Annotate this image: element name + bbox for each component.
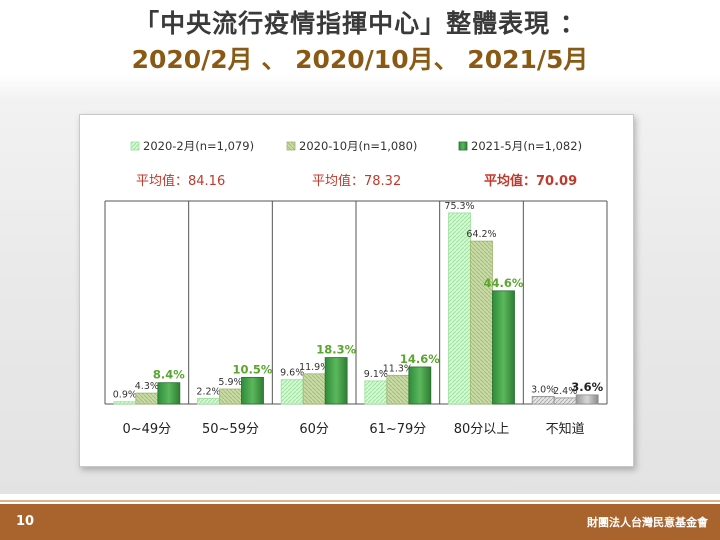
page-number: 10 [16,514,35,529]
bar-value-label: 75.3% [444,201,474,212]
bar-value-label: 3.6% [571,380,603,394]
bar-value-label: 64.2% [466,229,496,240]
bar [448,212,471,405]
bar [241,376,264,405]
bar [135,392,159,405]
plot-area: 0.9%4.3%8.4% 2.2%5.9%10.5% 9.6%11.9% 18.3% 9… [104,200,608,405]
legend-label: 2020-10月(n=1,080) [299,139,417,153]
bar-value-label: 11.3% [383,363,413,374]
bar [575,394,599,405]
x-axis-labels: 0~49分 50~59分 60分 61~79分 80分以上 不知道 [122,421,584,437]
bar [553,397,577,405]
bar-value-label: 11.9% [299,362,329,373]
bar-value-label: 10.5% [233,362,273,376]
legend-label: 2020-2月(n=1,079) [143,139,254,153]
bar-value-label: 14.6% [400,352,440,366]
chart-frame: 2020-2月(n=1,079) 2020-10月(n=1,080) 2021-5月… [79,114,634,467]
footer-divider [0,500,720,502]
legend-swatch [286,141,296,151]
x-tick-label: 50~59分 [202,422,259,437]
bar-value-label: 9.1% [364,369,388,380]
bar [364,380,388,405]
bar-value-label: 3.0% [531,384,555,395]
bar-value-label: 5.9% [218,377,242,388]
bar-value-label: 2.2% [196,386,220,397]
bar-value-label: 0.9% [113,390,137,401]
bar [324,357,348,405]
footer-bar [0,504,720,540]
bar-value-label: 18.3% [316,343,356,357]
x-tick-label: 80分以上 [454,422,510,437]
legend-swatch [458,141,468,151]
bar-value-label: 8.4% [153,368,185,382]
mean-value-label: 平均值：84.16 [136,173,225,189]
bar [408,366,432,405]
bar [157,382,181,405]
bar [219,388,242,405]
x-tick-label: 61~79分 [369,422,426,437]
bar [302,373,326,405]
x-tick-label: 不知道 [546,421,585,437]
bar [280,379,304,405]
slide-title: 「中央流行疫情指揮中心」整體表現 ： [134,9,586,38]
mean-value-label: 平均值：78.32 [312,173,401,189]
bar [531,395,555,405]
bar [386,374,410,405]
bar [492,290,515,405]
slide-subtitle: 2020/2月 、 2020/10月、 2021/5月 [131,45,589,74]
bar [113,401,137,405]
bar-value-label: 9.6% [280,368,304,379]
legend-swatch [130,141,140,151]
bar [197,398,220,405]
x-tick-label: 60分 [299,422,329,437]
organization-name: 財團法人台灣民意基金會 [587,516,708,529]
chart-legend: 2020-2月(n=1,079) 2020-10月(n=1,080) 2021-5月… [130,139,582,153]
bar [470,240,493,405]
bar-chart: 2020-2月(n=1,079) 2020-10月(n=1,080) 2021-5月… [104,139,608,437]
bar-value-label: 4.3% [135,381,159,392]
bar-value-label: 44.6% [484,276,524,290]
legend-label: 2021-5月(n=1,082) [471,139,582,153]
x-tick-label: 0~49分 [122,422,171,437]
mean-value-label: 平均值：70.09 [484,173,577,189]
mean-values: 平均值：84.16 平均值：78.32 平均值：70.09 [136,173,577,189]
bar-value-label: 2.4% [553,386,577,397]
